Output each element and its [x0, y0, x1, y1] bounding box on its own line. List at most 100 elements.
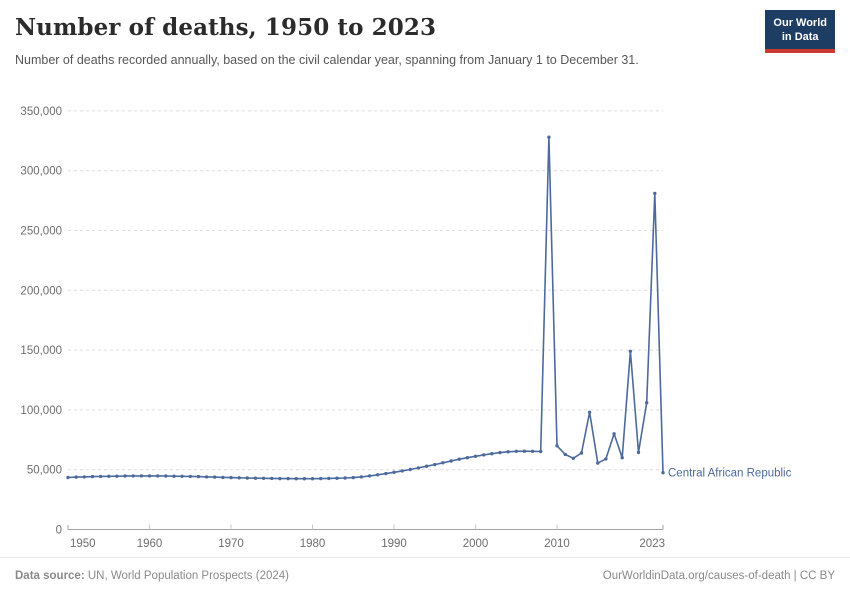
- data-point: [213, 475, 217, 479]
- data-point: [351, 475, 355, 480]
- data-point: [547, 135, 551, 139]
- y-axis-labels: 0 50,000 100,000 150,000 200,000 250,000 300,0…: [20, 106, 62, 537]
- data-point: [147, 474, 152, 478]
- svg-text:250,000: 250,000: [20, 226, 62, 238]
- data-point: [221, 475, 225, 480]
- data-point: [90, 474, 95, 479]
- license-link[interactable]: | CC BY: [790, 570, 835, 582]
- data-point: [66, 475, 70, 480]
- series-central-african-republic: Central African Republic: [66, 135, 792, 481]
- owid-logo[interactable]: Our World in Data: [765, 10, 835, 53]
- svg-text:150,000: 150,000: [20, 345, 62, 357]
- data-point: [156, 474, 160, 478]
- owid-logo-line1: Our World: [773, 17, 827, 29]
- data-point: [645, 401, 649, 405]
- svg-text:50,000: 50,000: [27, 465, 62, 477]
- data-point: [335, 476, 339, 480]
- svg-text:300,000: 300,000: [20, 166, 62, 178]
- data-point: [310, 477, 315, 481]
- data-point: [612, 432, 616, 436]
- data-source-prefix: Data source:: [15, 570, 85, 582]
- data-point: [82, 475, 87, 479]
- svg-text:1960: 1960: [137, 538, 163, 550]
- data-point: [261, 476, 266, 480]
- svg-text:0: 0: [56, 525, 62, 537]
- svg-text:1970: 1970: [218, 538, 244, 550]
- data-point: [237, 476, 241, 480]
- data-point: [506, 450, 510, 454]
- data-point: [400, 469, 404, 473]
- data-point: [457, 457, 461, 461]
- svg-text:2023: 2023: [639, 538, 665, 550]
- x-axis: [67, 524, 664, 530]
- data-point: [286, 476, 290, 481]
- data-point: [302, 477, 307, 481]
- data-point: [327, 476, 331, 481]
- data-point: [555, 444, 559, 448]
- data-point: [441, 461, 445, 465]
- data-point: [164, 474, 168, 478]
- data-source: Data source: UN, World Population Prospe…: [15, 570, 289, 582]
- data-point: [253, 476, 258, 480]
- data-point: [653, 191, 657, 196]
- data-point: [530, 449, 535, 453]
- data-point: [188, 474, 192, 479]
- svg-text:100,000: 100,000: [20, 405, 62, 417]
- gridlines: [68, 110, 663, 471]
- data-point: [424, 464, 429, 468]
- data-point: [408, 467, 412, 472]
- owid-logo-line2: in Data: [781, 31, 819, 44]
- data-point: [416, 466, 421, 470]
- data-point: [579, 451, 584, 455]
- svg-text:2010: 2010: [544, 538, 570, 550]
- data-point: [522, 449, 527, 453]
- data-point: [229, 475, 233, 480]
- data-point: [270, 476, 274, 481]
- data-point: [661, 471, 665, 475]
- data-point: [433, 462, 437, 467]
- owid-url-link[interactable]: OurWorldinData.org/causes-of-death: [602, 570, 791, 582]
- data-point: [449, 459, 453, 463]
- data-point: [278, 476, 282, 481]
- data-point: [367, 474, 372, 478]
- data-point: [514, 449, 518, 453]
- data-point: [628, 349, 633, 353]
- data-point: [172, 474, 176, 478]
- data-point: [620, 456, 624, 460]
- svg-text:350,000: 350,000: [20, 106, 62, 118]
- data-point: [604, 457, 608, 461]
- data-point: [319, 476, 323, 481]
- data-point: [294, 477, 298, 481]
- chart-footer: Data source: UN, World Population Prospe…: [0, 557, 850, 582]
- data-point: [498, 450, 502, 455]
- data-point: [384, 471, 388, 476]
- data-point: [204, 475, 209, 479]
- data-point: [107, 474, 111, 478]
- chart-title: Number of deaths, 1950 to 2023: [15, 14, 437, 41]
- svg-text:1990: 1990: [381, 538, 407, 550]
- data-point: [196, 474, 201, 479]
- data-point: [571, 456, 575, 460]
- data-point: [139, 474, 144, 478]
- data-point: [473, 454, 478, 458]
- data-point: [596, 461, 600, 465]
- data-point: [359, 475, 364, 479]
- svg-text:200,000: 200,000: [20, 285, 62, 297]
- data-point: [563, 452, 567, 457]
- data-point: [376, 473, 380, 477]
- data-point: [245, 476, 249, 480]
- svg-text:1950: 1950: [70, 538, 96, 550]
- chart-subtitle: Number of deaths recorded annually, base…: [15, 53, 639, 67]
- data-point: [392, 470, 396, 474]
- entity-label: Central African Republic: [668, 468, 792, 480]
- data-point: [74, 475, 78, 479]
- data-point: [180, 474, 184, 478]
- data-point: [343, 476, 347, 480]
- data-point: [115, 474, 119, 478]
- data-point: [490, 452, 494, 456]
- svg-text:1980: 1980: [300, 538, 326, 550]
- data-point: [482, 453, 486, 457]
- data-point: [131, 474, 135, 478]
